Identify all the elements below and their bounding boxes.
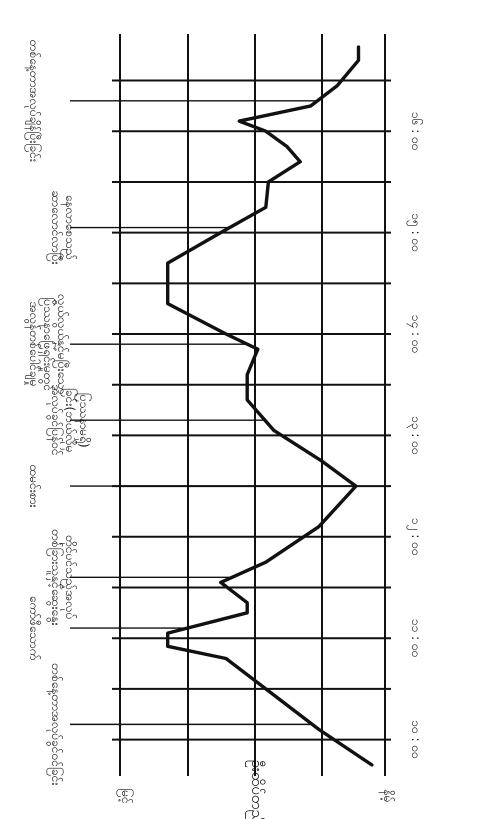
annotation-label: တစ်နေ့တာအလုပ်ခွင်ဝင်ခြင်း xyxy=(46,663,65,785)
x-tick-label: ၁၃ : ၀၀ xyxy=(406,416,423,455)
x-tick-label: ၁၆ : ၀၀ xyxy=(409,112,424,151)
x-tick-label: ၁၄ : ၀၀ xyxy=(406,315,423,354)
annotation-label: ကော်ဖီသောက် xyxy=(27,596,42,660)
annotation-label: ထမင်းစား xyxy=(27,465,42,508)
annotation-label: အလုပ်ခွင်ပြန်ဝင်ခြင်း(ဘယ်လိုမှပြဿနာမရှိ) xyxy=(46,385,93,456)
annotation-label: တစ်နေ့တာအလုပ်ချိန်ပြီးခြင်း xyxy=(24,40,43,162)
x-tick-label: ၁၁ : ၀၀ xyxy=(409,619,423,658)
attention-curve xyxy=(165,45,374,767)
annotation-label: တစ်ခြားသူနှင့်ဆွေးနွေးတိုင်ပင်သည့်အလုပ် xyxy=(46,529,78,625)
annotation-label: အလွန်တစ်ပေါင်ချမှုပြဿနာဖြေရှင်းမှုတွင်လွ… xyxy=(24,294,70,394)
y-axis-title: ဦးထိပ်တည်မှု xyxy=(245,760,266,819)
x-tick-label: ၁၂ : ၀၀ xyxy=(406,518,423,556)
x-tick-label: ၁၀ : ၀၀ xyxy=(409,720,423,759)
x-tick-labels: ၁၀ : ၀၀ ၁၁ : ၀၀ ၁၂ : ၀၀ ၁၃ : ၀၀ ၁၄ : ၀၀ ၁၅ : … xyxy=(406,112,424,759)
leader-lines xyxy=(70,100,356,726)
axis-end-label-low: မြင့် xyxy=(116,788,135,804)
axis-end-label-high: နိမ့် xyxy=(378,789,396,802)
annotation-label: ဆာလောင်လာပြီးနေလာစေသည် xyxy=(46,191,78,265)
x-tick-label: ၁၅ : ၀၀ xyxy=(406,213,423,252)
annotation-labels: တစ်နေ့တာအလုပ်ခွင်ဝင်ခြင်း ကော်ဖီသောက် တစ်ခ… xyxy=(24,40,93,786)
